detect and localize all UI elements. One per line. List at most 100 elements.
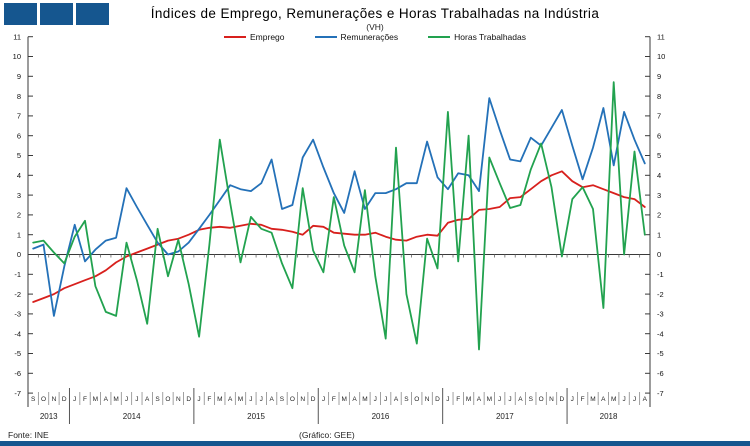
svg-text:7: 7 bbox=[17, 112, 21, 121]
svg-text:8: 8 bbox=[657, 92, 661, 101]
logo-square bbox=[76, 3, 109, 25]
svg-text:-4: -4 bbox=[657, 329, 664, 338]
credit-note: (Gráfico: GEE) bbox=[299, 430, 355, 440]
svg-text:5: 5 bbox=[17, 151, 21, 160]
svg-text:-2: -2 bbox=[14, 290, 21, 299]
source-note: Fonte: INE bbox=[8, 430, 49, 440]
svg-text:J: J bbox=[135, 396, 138, 403]
svg-text:J: J bbox=[384, 396, 387, 403]
svg-text:O: O bbox=[539, 396, 544, 403]
svg-text:D: D bbox=[62, 396, 67, 403]
svg-text:2014: 2014 bbox=[123, 412, 141, 421]
legend-label-horas-trabalhadas: Horas Trabalhadas bbox=[454, 32, 526, 42]
svg-text:F: F bbox=[456, 396, 460, 403]
svg-text:S: S bbox=[155, 396, 160, 403]
bottom-bar bbox=[0, 441, 750, 446]
svg-text:A: A bbox=[518, 396, 523, 403]
svg-text:S: S bbox=[31, 396, 36, 403]
svg-text:M: M bbox=[93, 396, 98, 403]
svg-text:2: 2 bbox=[17, 211, 21, 220]
svg-text:N: N bbox=[300, 396, 305, 403]
svg-text:1: 1 bbox=[17, 230, 21, 239]
svg-text:J: J bbox=[322, 396, 325, 403]
svg-text:N: N bbox=[52, 396, 57, 403]
logo-square bbox=[4, 3, 37, 25]
svg-text:N: N bbox=[549, 396, 554, 403]
svg-text:11: 11 bbox=[657, 32, 665, 41]
svg-text:N: N bbox=[176, 396, 181, 403]
svg-text:M: M bbox=[238, 396, 243, 403]
svg-text:2015: 2015 bbox=[247, 412, 265, 421]
svg-text:2017: 2017 bbox=[496, 412, 514, 421]
svg-text:-5: -5 bbox=[14, 349, 21, 358]
svg-text:J: J bbox=[498, 396, 501, 403]
svg-text:6: 6 bbox=[657, 131, 661, 140]
legend: Emprego Remunerações Horas Trabalhadas bbox=[0, 32, 750, 42]
svg-text:M: M bbox=[487, 396, 492, 403]
series-line-horas-trabalhadas bbox=[32, 81, 646, 351]
svg-text:M: M bbox=[217, 396, 222, 403]
svg-text:2: 2 bbox=[657, 211, 661, 220]
svg-text:S: S bbox=[404, 396, 409, 403]
svg-text:J: J bbox=[508, 396, 511, 403]
svg-text:10: 10 bbox=[657, 52, 665, 61]
svg-text:-7: -7 bbox=[657, 389, 664, 398]
svg-text:-6: -6 bbox=[14, 369, 21, 378]
svg-text:M: M bbox=[362, 396, 367, 403]
series-line-remuneracoes bbox=[32, 97, 646, 317]
svg-text:A: A bbox=[269, 396, 274, 403]
svg-text:J: J bbox=[125, 396, 128, 403]
svg-text:J: J bbox=[249, 396, 252, 403]
chart-subtitle: (VH) bbox=[366, 22, 384, 32]
svg-text:J: J bbox=[571, 396, 574, 403]
series-line-emprego bbox=[32, 170, 646, 303]
svg-text:-3: -3 bbox=[14, 310, 21, 319]
svg-text:3: 3 bbox=[17, 191, 21, 200]
svg-text:S: S bbox=[280, 396, 285, 403]
svg-text:J: J bbox=[446, 396, 449, 403]
svg-text:M: M bbox=[341, 396, 346, 403]
svg-text:-2: -2 bbox=[657, 290, 664, 299]
svg-text:1: 1 bbox=[657, 230, 661, 239]
legend-label-remuneracoes: Remunerações bbox=[340, 32, 399, 42]
legend-swatch-remuneracoes bbox=[314, 35, 337, 39]
svg-text:F: F bbox=[581, 396, 585, 403]
svg-text:D: D bbox=[186, 396, 191, 403]
chart-title: Índices de Emprego, Remunerações e Horas… bbox=[150, 6, 600, 21]
svg-text:-1: -1 bbox=[14, 270, 21, 279]
svg-text:O: O bbox=[165, 396, 170, 403]
svg-text:A: A bbox=[477, 396, 482, 403]
svg-text:8: 8 bbox=[17, 92, 21, 101]
series-lines bbox=[32, 81, 646, 351]
logo-square bbox=[40, 3, 73, 25]
legend-item-remuneracoes: Remunerações bbox=[314, 32, 399, 42]
legend-swatch-horas-trabalhadas bbox=[428, 35, 451, 39]
svg-text:-3: -3 bbox=[657, 310, 664, 319]
legend-swatch-emprego bbox=[224, 35, 247, 39]
svg-text:F: F bbox=[83, 396, 87, 403]
svg-text:A: A bbox=[643, 396, 648, 403]
svg-text:A: A bbox=[394, 396, 399, 403]
svg-text:5: 5 bbox=[657, 151, 661, 160]
y-axis-labels-left: -7 -6 -5 -4 -3 -2 -1 0 1 2 3 4 5 6 7 8 9 10 11 bbox=[13, 32, 21, 397]
axis-ticks bbox=[28, 36, 650, 394]
svg-text:A: A bbox=[352, 396, 357, 403]
logo-squares bbox=[4, 3, 109, 25]
svg-text:4: 4 bbox=[657, 171, 661, 180]
svg-text:6: 6 bbox=[17, 131, 21, 140]
svg-text:J: J bbox=[197, 396, 200, 403]
y-axis-labels-right: -7 -6 -5 -4 -3 -2 -1 0 1 2 3 4 5 6 7 8 9 10 11 bbox=[657, 32, 665, 397]
svg-text:2016: 2016 bbox=[372, 412, 390, 421]
svg-text:M: M bbox=[113, 396, 118, 403]
svg-text:A: A bbox=[104, 396, 109, 403]
svg-text:D: D bbox=[311, 396, 316, 403]
svg-text:7: 7 bbox=[657, 112, 661, 121]
svg-text:-5: -5 bbox=[657, 349, 664, 358]
svg-text:J: J bbox=[374, 396, 377, 403]
svg-text:M: M bbox=[466, 396, 471, 403]
svg-text:2013: 2013 bbox=[40, 412, 58, 421]
svg-text:J: J bbox=[633, 396, 636, 403]
svg-text:-1: -1 bbox=[657, 270, 664, 279]
